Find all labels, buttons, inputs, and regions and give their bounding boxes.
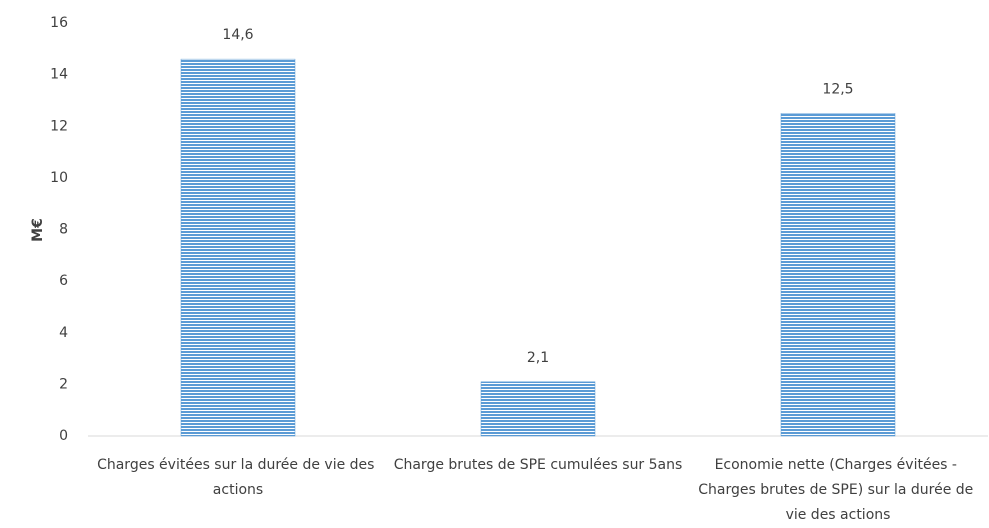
y-tick-label: 0: [59, 428, 68, 444]
y-tick-label: 2: [59, 376, 68, 392]
x-tick-label: Charges évitées sur la durée de vie des …: [97, 457, 379, 498]
y-axis-label: M€: [30, 218, 46, 242]
y-tick-label: 4: [59, 325, 68, 341]
x-tick-label: Charge brutes de SPE cumulées sur 5ans: [394, 457, 683, 473]
y-tick-label: 14: [50, 67, 68, 83]
data-label: 14,6: [222, 27, 253, 43]
y-tick-label: 8: [59, 222, 68, 238]
y-tick-label: 6: [59, 273, 68, 289]
bar: [780, 113, 896, 437]
x-tick-label: Economie nette (Charges évitées - Charge…: [698, 457, 978, 523]
bar: [480, 381, 596, 437]
y-tick-label: 12: [50, 118, 68, 134]
y-tick-label: 10: [50, 170, 68, 186]
bar: [180, 58, 296, 437]
data-label: 12,5: [822, 81, 853, 97]
data-label: 2,1: [527, 350, 549, 366]
y-tick-label: 16: [50, 15, 68, 31]
